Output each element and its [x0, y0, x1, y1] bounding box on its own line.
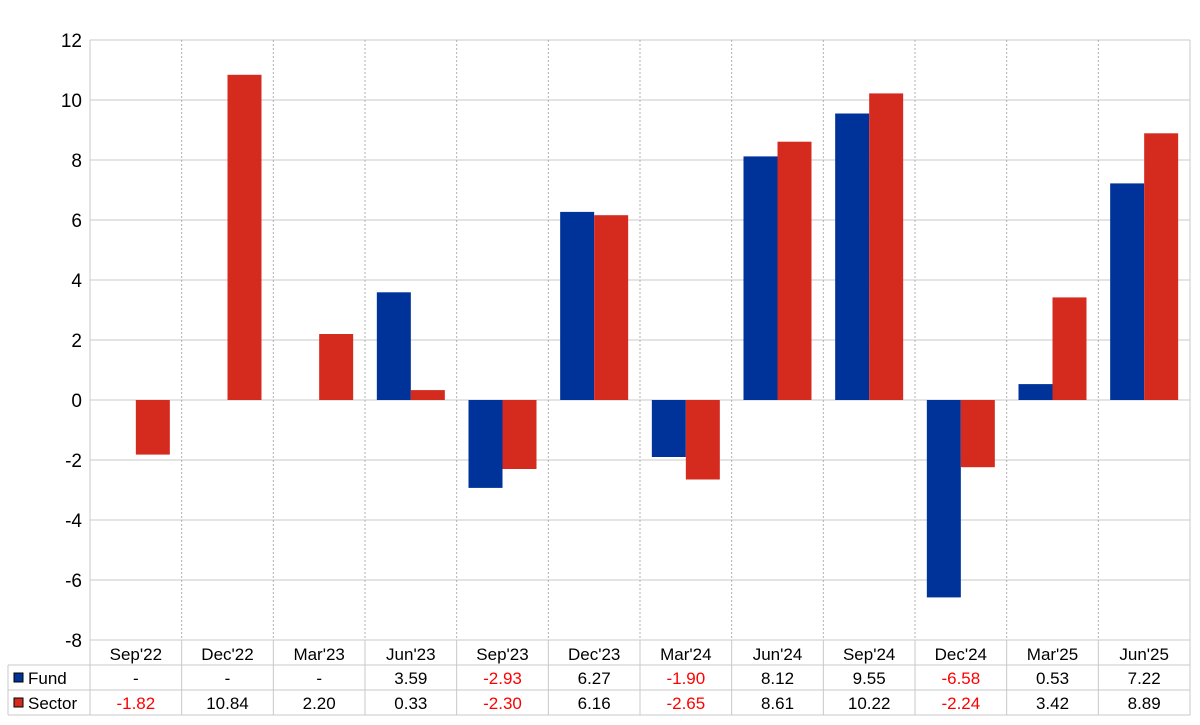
legend-swatch-fund [13, 672, 24, 683]
bar-fund [1018, 384, 1053, 400]
bar-fund [926, 400, 961, 598]
table-cell: -2.30 [483, 694, 522, 713]
table-cell: 8.12 [761, 669, 794, 688]
bar-sector [1144, 133, 1179, 401]
bar-sector [777, 141, 812, 400]
bar-sector [1052, 297, 1087, 400]
table-cell: 3.42 [1036, 694, 1069, 713]
table-cell: 6.16 [578, 694, 611, 713]
table-cell: 10.84 [206, 694, 249, 713]
table-cell: -2.65 [666, 694, 705, 713]
y-tick-label: 0 [71, 391, 82, 412]
table-cell: - [316, 669, 322, 688]
category-label: Sep'22 [110, 645, 162, 664]
table-cell: 3.59 [394, 669, 427, 688]
table-cell: 0.53 [1036, 669, 1069, 688]
table-cell: 2.20 [303, 694, 336, 713]
table-cell: 10.22 [848, 694, 891, 713]
category-label: Mar'23 [293, 645, 344, 664]
table-cell: 7.22 [1128, 669, 1161, 688]
table-cell: 9.55 [853, 669, 886, 688]
category-label: Sep'23 [476, 645, 528, 664]
y-tick-label: -6 [65, 571, 82, 592]
category-label: Dec'22 [201, 645, 253, 664]
category-label: Dec'24 [935, 645, 987, 664]
table-cell: - [225, 669, 231, 688]
category-label: Mar'24 [660, 645, 711, 664]
bar-sector [594, 215, 629, 400]
category-label: Mar'25 [1027, 645, 1078, 664]
table-cell: - [133, 669, 139, 688]
y-tick-label: -4 [65, 511, 82, 532]
bar-sector [502, 400, 537, 469]
bar-fund [743, 156, 778, 400]
table-cell: 8.89 [1128, 694, 1161, 713]
bar-fund [560, 211, 595, 400]
row-label: Sector [28, 694, 77, 713]
table-cell: -1.90 [666, 669, 705, 688]
bar-fund [651, 400, 686, 457]
bar-sector [227, 74, 262, 401]
table-cell: 0.33 [394, 694, 427, 713]
bar-fund [835, 113, 870, 400]
table-cell: 8.61 [761, 694, 794, 713]
bar-sector [135, 400, 170, 455]
table-cell: -2.24 [941, 694, 980, 713]
bar-fund [1110, 183, 1145, 400]
bar-sector [869, 93, 904, 401]
bar-fund [376, 292, 411, 400]
y-tick-label: -8 [65, 631, 82, 652]
y-tick-label: 8 [71, 151, 82, 172]
table-cell: 6.27 [578, 669, 611, 688]
y-tick-label: -2 [65, 451, 82, 472]
y-tick-label: 12 [61, 31, 82, 52]
legend-swatch-sector [13, 697, 24, 708]
bar-sector [410, 390, 445, 400]
category-label: Sep'24 [843, 645, 895, 664]
table-cell: -6.58 [941, 669, 980, 688]
row-label: Fund [28, 669, 67, 688]
y-tick-label: 4 [71, 271, 82, 292]
table-cell: -2.93 [483, 669, 522, 688]
bar-sector [685, 400, 720, 480]
bar-fund [468, 400, 503, 488]
y-tick-label: 10 [61, 91, 82, 112]
y-tick-label: 2 [71, 331, 82, 352]
category-label: Jun'25 [1119, 645, 1169, 664]
bar-sector [960, 400, 995, 468]
category-label: Jun'24 [753, 645, 803, 664]
bar-sector [319, 334, 354, 400]
category-label: Jun'23 [386, 645, 436, 664]
category-label: Dec'23 [568, 645, 620, 664]
y-tick-label: 6 [71, 211, 82, 232]
table-cell: -1.82 [116, 694, 155, 713]
